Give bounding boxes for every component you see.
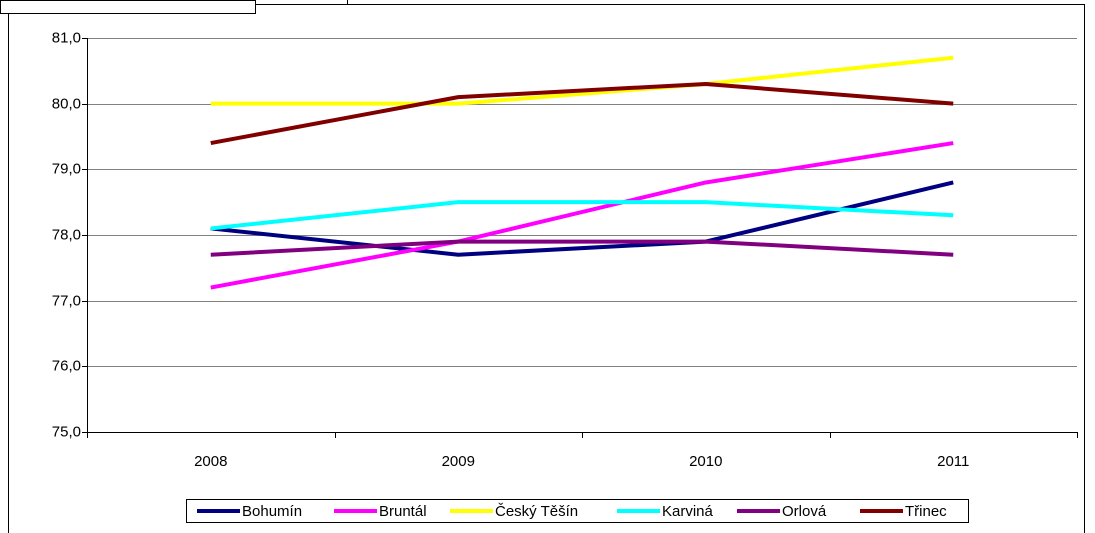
legend-label: Třinec bbox=[905, 503, 947, 520]
cell-box bbox=[0, 0, 256, 14]
legend-label: Český Těšín bbox=[495, 503, 578, 520]
series-line bbox=[210, 239, 954, 257]
legend-label: Karviná bbox=[662, 503, 714, 520]
y-tick-label: 80,0 bbox=[52, 95, 81, 112]
legend-label: Bohumín bbox=[242, 503, 302, 520]
legend-box bbox=[186, 499, 969, 523]
y-tick-label: 81,0 bbox=[52, 29, 81, 46]
series-line bbox=[210, 180, 954, 257]
y-tick-label: 79,0 bbox=[52, 160, 81, 177]
legend-label: Orlová bbox=[782, 503, 827, 520]
y-tick-label: 77,0 bbox=[52, 292, 81, 309]
series-line bbox=[210, 55, 954, 106]
y-tick-label: 76,0 bbox=[52, 357, 81, 374]
x-tick-label: 2010 bbox=[689, 453, 722, 470]
x-tick-label: 2011 bbox=[937, 453, 969, 470]
x-tick-label: 2009 bbox=[442, 453, 475, 470]
y-tick-label: 75,0 bbox=[52, 423, 81, 440]
series-line bbox=[210, 141, 954, 290]
series-line bbox=[210, 200, 954, 231]
chart-frame bbox=[8, 4, 1085, 533]
legend-label: Bruntál bbox=[379, 503, 427, 520]
series-line bbox=[210, 81, 954, 146]
y-tick-label: 78,0 bbox=[52, 226, 81, 243]
x-tick-label: 2008 bbox=[194, 453, 227, 470]
